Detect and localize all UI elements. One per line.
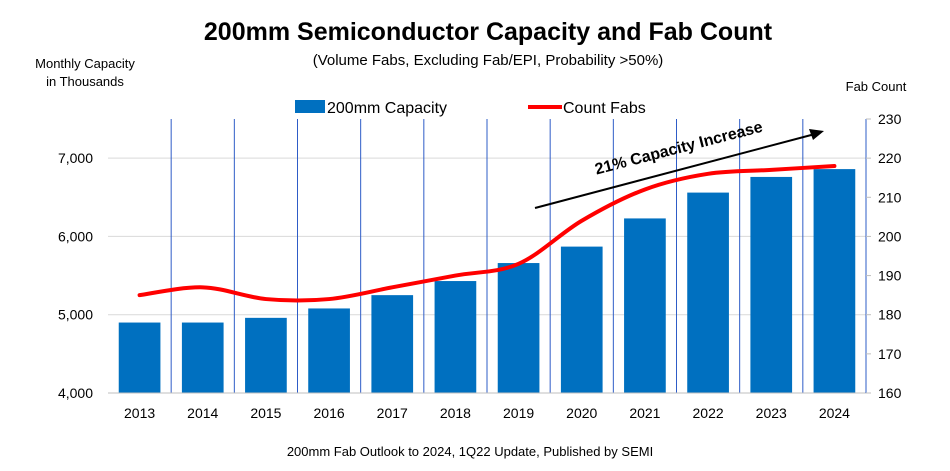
source-footnote: 200mm Fab Outlook to 2024, 1Q22 Update, …	[287, 444, 653, 459]
right-tick-label: 190	[878, 268, 902, 284]
bar-2014	[181, 322, 224, 393]
legend-line-label: Count Fabs	[563, 100, 646, 117]
axes: 2013 2014 2015 2016 2017 2018 2019 2020 2021 2022…	[58, 111, 902, 421]
x-tick-label: 2017	[377, 405, 408, 421]
bar-2020	[560, 246, 603, 393]
x-tick-label: 2015	[250, 405, 281, 421]
legend-bar-swatch	[295, 100, 325, 113]
left-axis-label-line2: in Thousands	[46, 74, 124, 89]
x-tick-label: 2022	[693, 405, 724, 421]
bar-2013	[118, 322, 161, 393]
line-series	[137, 163, 837, 303]
right-tick-label: 160	[878, 385, 902, 401]
gridlines	[108, 119, 866, 393]
annotation-arrow	[534, 133, 816, 209]
bar-2021	[624, 218, 666, 393]
legend: 200mm Capacity Count Fabs	[295, 100, 646, 117]
x-tick-label: 2024	[819, 405, 850, 421]
legend-bar-label: 200mm Capacity	[327, 100, 447, 117]
x-tick-label: 2014	[187, 405, 218, 421]
x-tick-label: 2013	[124, 405, 155, 421]
arrow-head-icon	[809, 129, 824, 140]
bar-2022	[687, 192, 729, 393]
bar-2015	[245, 317, 287, 393]
right-tick-label: 200	[878, 228, 902, 244]
bar-2019	[497, 263, 540, 393]
x-tick-label: 2018	[440, 405, 471, 421]
chart-subtitle: (Volume Fabs, Excluding Fab/EPI, Probabi…	[313, 52, 664, 69]
x-tick-label: 2016	[314, 405, 345, 421]
x-tick-label: 2021	[629, 405, 660, 421]
bar-2017	[371, 295, 414, 393]
bar-2023	[750, 176, 793, 393]
left-tick-label: 7,000	[58, 150, 93, 166]
right-axis-label: Fab Count	[846, 79, 907, 94]
right-tick-label: 170	[878, 346, 902, 362]
left-tick-label: 6,000	[58, 228, 93, 244]
bar-2024	[813, 169, 856, 393]
bars	[118, 169, 856, 393]
left-tick-label: 4,000	[58, 385, 93, 401]
right-tick-label: 220	[878, 150, 902, 166]
right-tick-label: 230	[878, 111, 902, 127]
left-axis-label-line1: Monthly Capacity	[35, 56, 135, 71]
x-tick-label: 2019	[503, 405, 534, 421]
right-tick-label: 180	[878, 307, 902, 323]
left-tick-label: 5,000	[58, 307, 93, 323]
right-tick-label: 210	[878, 189, 902, 205]
chart-title: 200mm Semiconductor Capacity and Fab Cou…	[204, 18, 773, 46]
x-tick-label: 2023	[756, 405, 787, 421]
bar-2016	[308, 308, 350, 393]
x-tick-label: 2020	[566, 405, 597, 421]
bar-2018	[434, 281, 477, 393]
